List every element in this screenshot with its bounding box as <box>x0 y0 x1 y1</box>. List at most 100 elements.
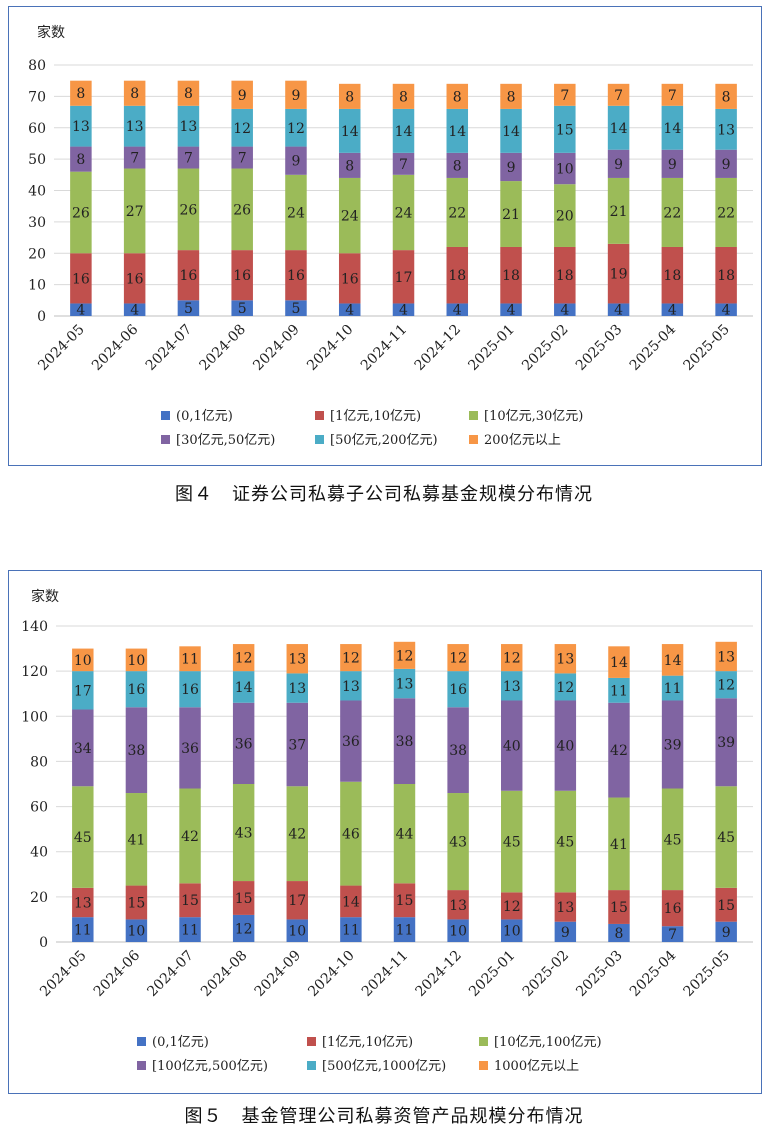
bar-segment <box>554 83 576 106</box>
bar-segment <box>70 171 92 254</box>
data-label: 15 <box>181 893 199 909</box>
data-label: 9 <box>507 160 516 176</box>
bar-segment <box>72 917 94 942</box>
bar-segment <box>340 885 362 918</box>
data-label: 15 <box>128 896 146 912</box>
bar-segment <box>285 250 307 301</box>
data-label: 4 <box>130 303 139 319</box>
legend-item: 200亿元以上 <box>469 429 561 448</box>
bar-segment <box>554 700 577 791</box>
bar-segment <box>338 108 361 153</box>
data-label: 21 <box>610 204 628 220</box>
bar-segment <box>554 673 577 701</box>
data-label: 14 <box>341 124 359 140</box>
data-label: 26 <box>72 205 90 221</box>
data-label: 12 <box>233 121 251 137</box>
bar-segment <box>340 671 362 701</box>
data-label: 14 <box>342 894 360 910</box>
bar-segment <box>393 784 416 884</box>
bar-segment <box>285 174 307 251</box>
y-tick-label: 50 <box>28 152 46 168</box>
data-label: 12 <box>235 651 253 667</box>
x-tick-label: 2025-04 <box>627 321 680 374</box>
bar-segment <box>554 105 576 153</box>
legend-swatch <box>479 1037 488 1046</box>
bar-segment <box>177 300 200 316</box>
bar-segment <box>286 702 308 787</box>
bar-segment <box>501 671 523 701</box>
bar-segment <box>446 108 469 153</box>
legend-label: [30亿元,50亿元) <box>176 433 276 448</box>
x-tick-label: 2025-03 <box>573 322 625 374</box>
data-label: 8 <box>453 89 462 105</box>
bar-segment <box>125 793 148 886</box>
bar-segment <box>661 700 684 789</box>
bar-segment <box>607 177 630 244</box>
bar-segment <box>393 668 416 699</box>
data-label: 18 <box>556 268 574 284</box>
x-tick-label: 2025-03 <box>573 948 625 1000</box>
bar-segment <box>177 105 200 147</box>
data-label: 39 <box>717 735 735 751</box>
bar-segment <box>661 675 684 701</box>
data-label: 8 <box>130 86 139 102</box>
data-label: 40 <box>503 739 521 755</box>
data-label: 15 <box>610 900 628 916</box>
bar-segment <box>125 885 148 920</box>
bar-segment <box>232 702 255 784</box>
bar-segment <box>232 784 255 882</box>
data-label: 10 <box>288 924 306 940</box>
data-label: 7 <box>668 88 677 104</box>
data-label: 8 <box>453 158 462 174</box>
data-label: 39 <box>664 738 682 754</box>
data-label: 36 <box>342 734 360 750</box>
data-label: 42 <box>288 827 306 843</box>
data-label: 12 <box>503 899 521 915</box>
data-label: 13 <box>74 896 92 912</box>
x-tick-label: 2025-04 <box>627 947 680 1000</box>
legend-item: [100亿元,500亿元) <box>137 1055 268 1074</box>
legend-item: [1亿元,10亿元) <box>307 1031 413 1050</box>
bar-segment <box>340 781 362 886</box>
data-label: 8 <box>76 86 85 102</box>
data-label: 8 <box>76 152 85 168</box>
legend-item: [10亿元,30亿元) <box>469 405 583 424</box>
data-label: 10 <box>556 162 574 178</box>
data-label: 16 <box>664 901 682 917</box>
bar-segment <box>72 887 94 918</box>
data-label: 13 <box>126 119 144 135</box>
y-tick-label: 60 <box>28 121 46 137</box>
data-label: 4 <box>722 303 731 319</box>
data-label: 14 <box>663 121 681 137</box>
legend-swatch <box>479 1061 488 1070</box>
data-label: 7 <box>399 157 408 173</box>
data-label: 9 <box>238 88 247 104</box>
bar-segment <box>661 788 684 891</box>
data-label: 41 <box>610 837 628 853</box>
bar-segment <box>123 253 146 304</box>
bar-segment <box>286 881 308 920</box>
legend-item: [10亿元,100亿元) <box>479 1031 602 1050</box>
legend-swatch <box>161 435 170 444</box>
data-label: 45 <box>503 835 521 851</box>
bar-segment <box>72 648 94 672</box>
x-tick-label: 2024-11 <box>359 948 411 1000</box>
data-label: 24 <box>395 205 413 221</box>
data-label: 4 <box>345 303 354 319</box>
data-label: 10 <box>449 924 467 940</box>
data-label: 46 <box>342 827 360 843</box>
bar-segment <box>393 883 416 918</box>
data-label: 12 <box>287 121 305 137</box>
bar-segment <box>661 303 684 316</box>
x-tick-label: 2024-12 <box>412 948 464 1000</box>
legend-swatch <box>137 1037 146 1046</box>
bar-segment <box>501 644 523 672</box>
data-label: 42 <box>181 829 199 845</box>
data-label: 9 <box>722 157 731 173</box>
bar-segment <box>179 646 201 672</box>
legend-label: (0,1亿元) <box>176 409 233 424</box>
bar-segment <box>285 108 307 147</box>
y-tick-label: 10 <box>28 278 46 294</box>
y-tick-label: 70 <box>28 89 46 105</box>
y-tick-label: 20 <box>30 890 48 906</box>
